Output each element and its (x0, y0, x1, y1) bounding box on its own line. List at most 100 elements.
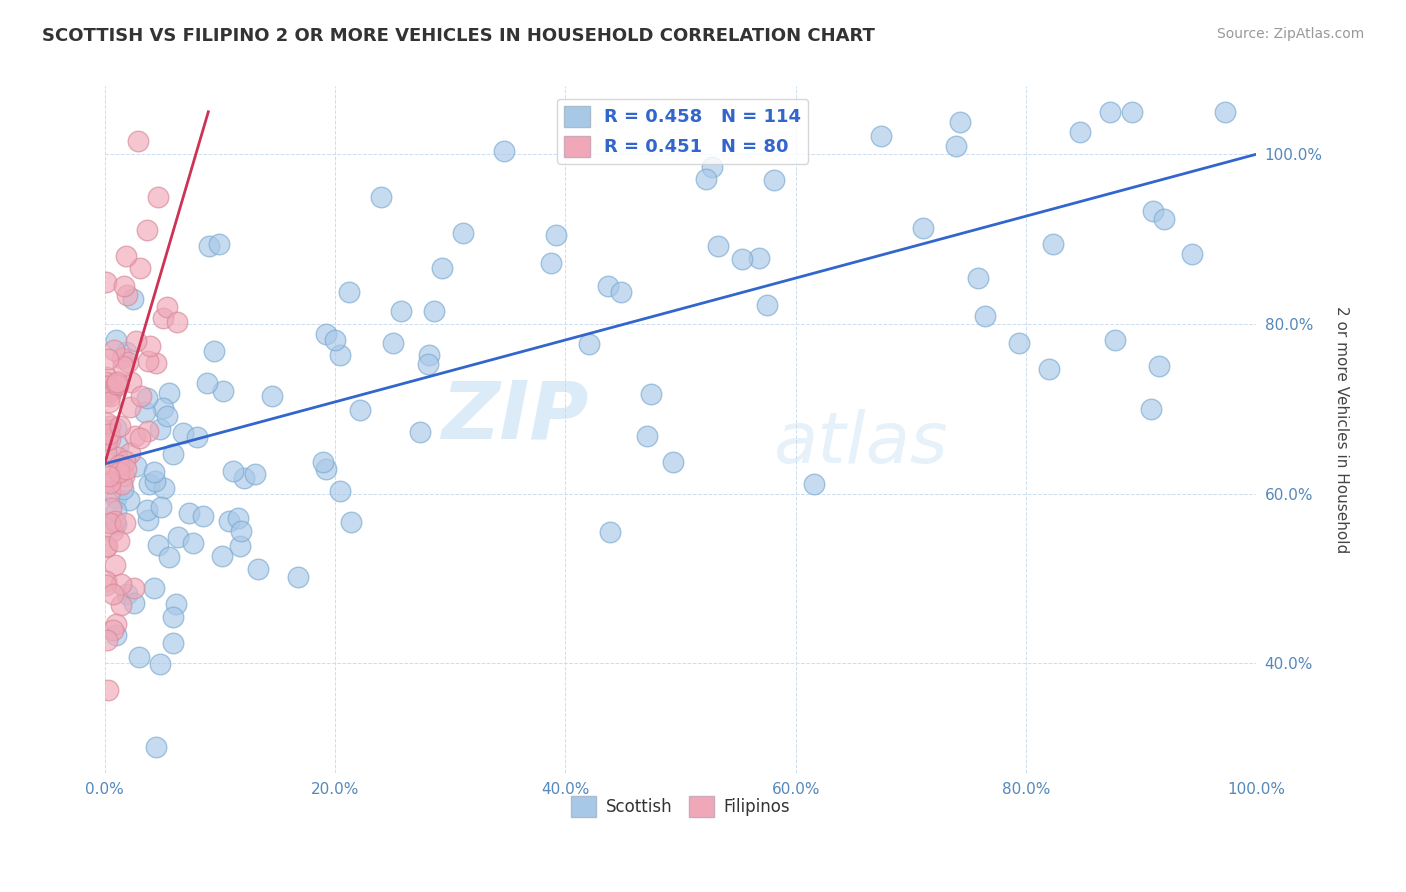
Point (1181, 247, 1204, 261)
Point (94, 423, 117, 437)
Point (98, 419, 121, 434)
Point (409, 425, 432, 439)
Point (98, 389, 121, 403)
Point (136, 513, 159, 527)
Point (381, 336, 404, 351)
Point (207, 237, 229, 252)
Point (97, 385, 120, 400)
Point (973, 310, 995, 324)
Point (120, 375, 142, 389)
Point (135, 223, 157, 237)
Point (94, 275, 117, 289)
Point (111, 482, 134, 496)
Point (108, 534, 131, 549)
Point (94, 574, 117, 588)
Point (870, 128, 893, 143)
Point (122, 582, 145, 596)
Point (150, 500, 173, 515)
Point (118, 493, 141, 508)
Point (167, 530, 190, 544)
Point (1069, 125, 1091, 139)
Point (349, 402, 371, 417)
Y-axis label: 2 or more Vehicles in Household: 2 or more Vehicles in Household (1334, 306, 1348, 554)
Point (1121, 104, 1143, 119)
Point (1213, 104, 1236, 119)
Point (100, 500, 122, 515)
Point (1008, 336, 1031, 351)
Point (101, 376, 124, 390)
Point (101, 524, 124, 538)
Text: SCOTTISH VS FILIPINO 2 OR MORE VEHICLES IN HOUSEHOLD CORRELATION CHART: SCOTTISH VS FILIPINO 2 OR MORE VEHICLES … (42, 27, 875, 45)
Point (112, 279, 135, 293)
Point (105, 516, 128, 531)
Point (636, 429, 658, 443)
Text: ZIP: ZIP (441, 377, 588, 455)
Point (233, 471, 256, 485)
Legend: Scottish, Filipinos: Scottish, Filipinos (564, 789, 797, 823)
Point (107, 439, 129, 453)
Point (101, 384, 124, 398)
Point (104, 616, 127, 631)
Point (149, 657, 172, 672)
Point (181, 535, 204, 549)
Point (96, 633, 118, 648)
Point (107, 465, 129, 479)
Point (186, 430, 208, 444)
Point (136, 424, 159, 438)
Point (115, 248, 138, 262)
Point (94, 540, 117, 554)
Point (143, 465, 166, 479)
Point (540, 256, 562, 270)
Point (98, 384, 121, 398)
Point (803, 476, 825, 491)
Point (96, 433, 118, 447)
Point (262, 389, 284, 403)
Point (125, 334, 148, 348)
Point (101, 587, 124, 601)
Point (340, 516, 363, 530)
Point (104, 558, 127, 572)
Point (492, 145, 515, 159)
Point (101, 623, 124, 637)
Point (912, 220, 935, 235)
Point (162, 447, 184, 461)
Point (103, 343, 125, 358)
Point (97, 352, 120, 367)
Point (578, 336, 600, 351)
Point (138, 476, 160, 491)
Point (125, 459, 148, 474)
Point (707, 239, 730, 253)
Point (114, 516, 136, 530)
Point (148, 190, 170, 204)
Point (145, 356, 167, 370)
Point (370, 190, 392, 204)
Point (94, 370, 117, 384)
Point (105, 628, 128, 642)
Point (96, 539, 118, 553)
Point (389, 303, 412, 318)
Point (165, 597, 187, 611)
Point (544, 227, 567, 242)
Point (212, 384, 235, 398)
Point (423, 304, 446, 318)
Point (98, 395, 121, 409)
Point (94, 578, 117, 592)
Point (145, 739, 167, 754)
Point (108, 458, 131, 472)
Point (695, 172, 717, 186)
Point (124, 429, 146, 443)
Point (100, 467, 122, 481)
Point (949, 115, 972, 129)
Point (157, 386, 180, 401)
Point (1149, 359, 1171, 373)
Point (153, 481, 176, 495)
Point (143, 474, 166, 488)
Point (1140, 401, 1163, 416)
Point (105, 420, 128, 434)
Point (134, 405, 156, 419)
Point (129, 261, 152, 276)
Point (195, 376, 218, 390)
Point (755, 298, 778, 312)
Point (98, 475, 121, 490)
Point (96, 683, 118, 698)
